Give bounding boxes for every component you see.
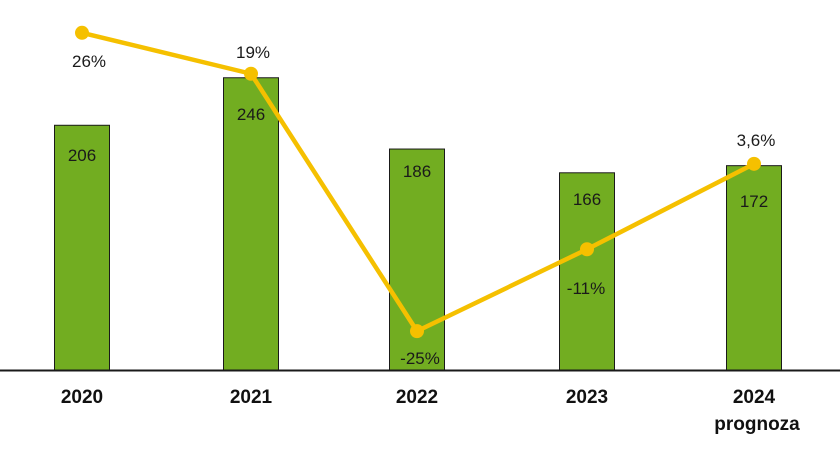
line-point-2021 (244, 66, 258, 81)
bar-value-label-2024: 172 (740, 192, 768, 211)
category-sublabel-2024: prognoza (714, 414, 800, 435)
bar-value-labels: 206 246 186 166 172 (68, 105, 768, 211)
bar-2024 (726, 165, 782, 371)
bar-2021 (223, 77, 279, 371)
bar-2023 (559, 172, 615, 371)
line-value-label-2023: -11% (567, 279, 605, 298)
line-point-2024 (747, 156, 761, 171)
line-value-label-2022: -25% (400, 349, 440, 368)
line-value-label-2021: 19% (236, 43, 270, 62)
bar-2022 (389, 148, 445, 371)
category-label-2021: 2021 (230, 387, 273, 408)
line-value-label-2024: 3,6% (737, 131, 776, 150)
category-label-2023: 2023 (566, 387, 608, 408)
category-label-2024: 2024 (733, 387, 776, 408)
bar-value-label-2023: 166 (573, 190, 601, 209)
bar-value-label-2022: 186 (403, 162, 431, 181)
bar-value-label-2021: 246 (237, 105, 265, 124)
bar-2020 (54, 124, 110, 371)
line-value-label-2020: 26% (72, 52, 106, 71)
category-labels: 2020 2021 2022 2023 2024 prognoza (61, 387, 800, 435)
bar-series (54, 77, 782, 371)
line-point-2020 (75, 25, 89, 40)
category-label-2020: 2020 (61, 387, 103, 408)
bar-value-label-2020: 206 (68, 146, 96, 165)
category-label-2022: 2022 (396, 387, 438, 408)
line-value-labels: 26% 19% -25% -11% 3,6% (72, 43, 775, 368)
line-point-2022 (410, 324, 424, 339)
line-point-2023 (580, 242, 594, 257)
line-series (75, 25, 761, 339)
